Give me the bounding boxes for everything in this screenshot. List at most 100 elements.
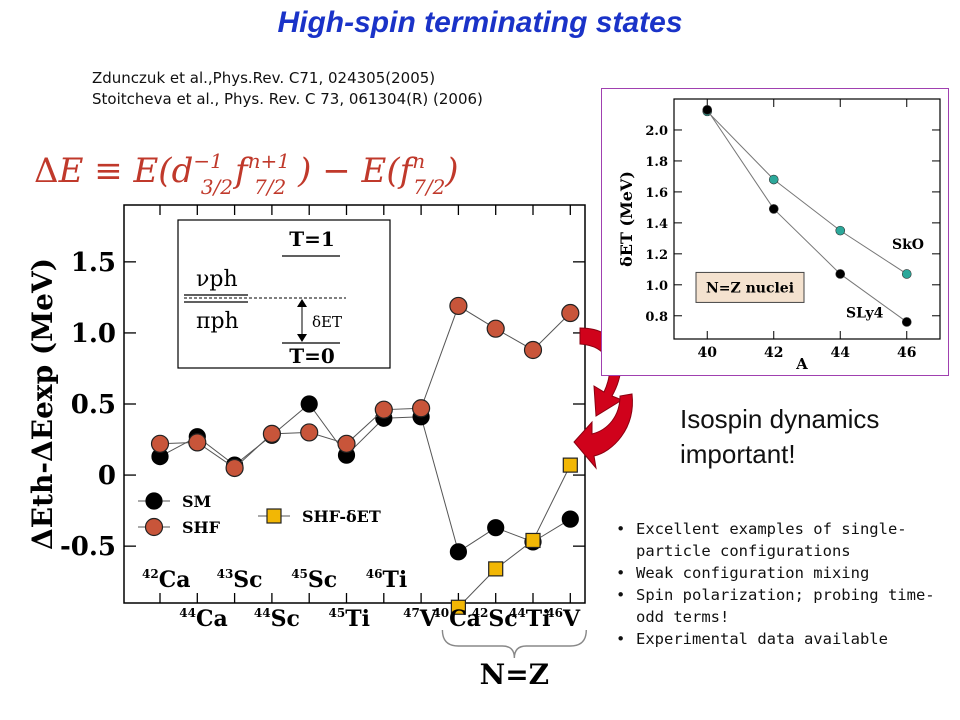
- reference-1: Zdunczuk et al.,Phys.Rev. C71, 024305(20…: [92, 69, 436, 87]
- level-pi-label: πph: [196, 309, 239, 334]
- x-tick-mass: 43: [217, 567, 234, 581]
- data-point: [262, 424, 281, 443]
- nz-brace: [441, 629, 587, 659]
- data-point: [412, 399, 431, 418]
- level-gap-label: δET: [312, 313, 342, 331]
- data-point: [486, 319, 505, 338]
- legend-marker: [144, 517, 164, 537]
- level-gap-arrowhead-up: [297, 299, 307, 307]
- series-line: [458, 464, 571, 608]
- legend-marker: [145, 492, 163, 510]
- data-point: [449, 543, 467, 561]
- data-point: [487, 519, 505, 537]
- data-point: [525, 532, 541, 549]
- x-tick-mass: 44: [179, 606, 196, 620]
- isospin-line-1: Isospin dynamics: [680, 404, 880, 434]
- x-tick-label: 42Sc: [472, 606, 518, 632]
- data-point: [225, 458, 244, 478]
- inset-x-axis-label: A: [795, 355, 808, 373]
- bullet-item: Excellent examples of single-particle co…: [610, 518, 955, 562]
- y-tick-label: -0.5: [60, 532, 116, 562]
- x-tick-element: V: [419, 606, 438, 632]
- data-point: [188, 433, 207, 452]
- data-point: [562, 457, 578, 473]
- data-point: [337, 434, 356, 453]
- reference-2: Stoitcheva et al., Phys. Rev. C 73, 0613…: [92, 90, 483, 108]
- level-gap-arrowhead-down: [297, 334, 307, 342]
- inset-data-point: [901, 269, 912, 279]
- x-tick-element: Sc: [488, 606, 517, 632]
- nz-label: N=Z: [480, 658, 550, 691]
- x-tick-mass: 47: [403, 606, 420, 620]
- inset-y-tick-label: 1.6: [645, 186, 668, 201]
- legend-label: SHF-δET: [302, 507, 381, 526]
- bullet-list: Excellent examples of single-particle co…: [610, 518, 955, 650]
- data-point: [450, 599, 466, 615]
- data-point: [300, 395, 318, 413]
- slide-title: High-spin terminating states: [277, 6, 683, 39]
- x-tick-element: Ti: [526, 606, 551, 632]
- inset-label-sly4: SLy4: [846, 305, 884, 321]
- x-tick-label: 45Sc: [291, 567, 337, 593]
- x-tick-element: Ca: [159, 567, 191, 593]
- y-tick-label: 0: [98, 461, 116, 491]
- inset-series-line: [706, 109, 908, 323]
- inset-series-sly4: [702, 105, 912, 327]
- inset-data-point: [702, 105, 713, 115]
- inset-data-point: [835, 225, 846, 236]
- x-tick-mass: 40: [432, 606, 449, 620]
- x-tick-mass: 42: [472, 606, 489, 620]
- isospin-text: Isospin dynamics important!: [680, 402, 879, 472]
- inset-y-tick-label: 1.0: [645, 279, 668, 294]
- x-tick-element: Ti: [345, 606, 370, 632]
- legend: SM SHF SHF-δET: [138, 492, 381, 537]
- inset-y-axis-label: δET (MeV): [617, 171, 636, 267]
- data-point: [488, 561, 504, 577]
- bullet-item: Weak configuration mixing: [610, 562, 955, 584]
- x-tick-element: Sc: [233, 567, 262, 593]
- legend-label: SM: [182, 492, 211, 511]
- x-tick-mass: 42: [142, 567, 159, 581]
- inset-x-tick-label: 42: [764, 345, 783, 361]
- inset-y-tick-label: 2.0: [645, 124, 668, 139]
- inset-frame: [673, 98, 941, 340]
- data-point: [150, 434, 170, 453]
- inset-data-point: [768, 174, 779, 185]
- x-tick-element: Ca: [449, 606, 481, 632]
- x-tick-mass: 45: [329, 606, 346, 620]
- main-chart: -0.5 0 0.5 1.0 1.5 ΔEth-ΔEexp (MeV) T=1 T=0 νph π…: [26, 204, 587, 691]
- x-tick-mass: 46: [546, 606, 563, 620]
- x-tick-element: Sc: [308, 567, 337, 593]
- x-tick-element: V: [562, 606, 581, 632]
- references: Zdunczuk et al.,Phys.Rev. C71, 024305(20…: [92, 68, 483, 110]
- isospin-line-2: important!: [680, 439, 796, 469]
- x-tick-label: 46V: [546, 606, 581, 632]
- data-point: [374, 400, 393, 419]
- inset-data-point: [901, 317, 912, 327]
- inset-x-tick-label: 40: [698, 345, 718, 361]
- y-tick-label: 0.5: [71, 390, 116, 420]
- inset-data-point: [835, 269, 846, 279]
- inset-annotation: N=Z nuclei: [706, 280, 794, 296]
- x-tick-label: 44Ca: [179, 606, 227, 632]
- inset-y-tick-label: 1.4: [645, 217, 668, 232]
- x-tick-label: 46Ti: [366, 567, 407, 593]
- x-tick-label: 40Ca: [432, 606, 480, 632]
- data-point: [449, 296, 468, 316]
- inset-y-tick-label: 0.8: [645, 310, 668, 325]
- inset-data-point: [768, 204, 779, 214]
- data-point: [523, 340, 543, 360]
- legend-marker: [266, 508, 282, 524]
- level-t0-label: T=0: [289, 344, 335, 368]
- inset-annotation-box: [695, 271, 805, 303]
- y-tick-label: 1.5: [71, 248, 116, 278]
- level-nu-label: νph: [196, 267, 238, 292]
- x-tick-label: 45Ti: [329, 606, 370, 632]
- level-diagram: T=1 T=0 νph πph δET: [177, 219, 391, 369]
- x-tick-element: Ti: [383, 567, 408, 593]
- level-diagram-frame: [177, 219, 391, 369]
- legend-label: SHF: [182, 518, 221, 537]
- data-point: [561, 510, 579, 528]
- inset-y-tick-label: 1.2: [645, 248, 668, 263]
